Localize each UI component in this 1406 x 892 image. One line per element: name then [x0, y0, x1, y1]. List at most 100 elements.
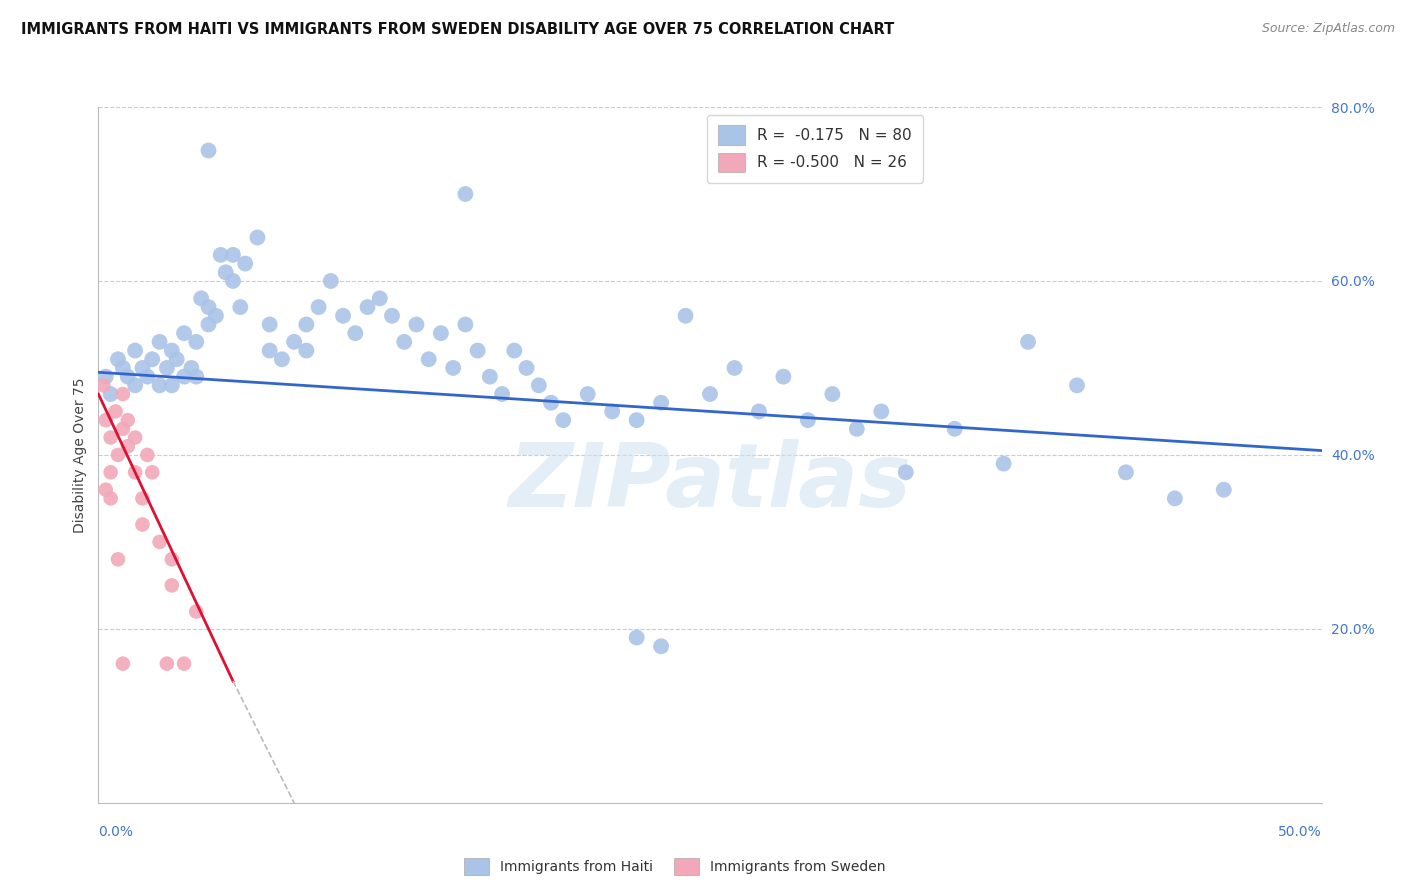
- Point: [205, 309, 228, 323]
- Point: [246, 230, 269, 244]
- Point: [1212, 483, 1234, 497]
- Point: [319, 274, 342, 288]
- Point: [626, 631, 648, 645]
- Legend: R =  -0.175   N = 80, R = -0.500   N = 26: R = -0.175 N = 80, R = -0.500 N = 26: [707, 115, 922, 183]
- Point: [441, 360, 464, 375]
- Point: [186, 605, 208, 619]
- Point: [454, 186, 477, 201]
- Point: [124, 466, 146, 480]
- Point: [870, 404, 893, 418]
- Legend: Immigrants from Haiti, Immigrants from Sweden: Immigrants from Haiti, Immigrants from S…: [458, 853, 891, 880]
- Point: [344, 326, 367, 340]
- Point: [149, 334, 172, 349]
- Point: [197, 318, 219, 332]
- Point: [295, 343, 318, 358]
- Point: [527, 378, 550, 392]
- Point: [160, 343, 183, 358]
- Point: [117, 369, 139, 384]
- Point: [117, 413, 139, 427]
- Point: [295, 318, 318, 332]
- Point: [149, 378, 172, 392]
- Point: [141, 466, 163, 480]
- Point: [209, 248, 232, 262]
- Point: [197, 300, 219, 314]
- Point: [699, 387, 721, 401]
- Point: [100, 430, 122, 444]
- Point: [222, 248, 245, 262]
- Point: [259, 318, 281, 332]
- Point: [107, 552, 129, 566]
- Point: [576, 387, 599, 401]
- Text: IMMIGRANTS FROM HAITI VS IMMIGRANTS FROM SWEDEN DISABILITY AGE OVER 75 CORRELATI: IMMIGRANTS FROM HAITI VS IMMIGRANTS FROM…: [21, 22, 894, 37]
- Point: [136, 369, 159, 384]
- Point: [166, 352, 188, 367]
- Point: [100, 491, 122, 506]
- Point: [131, 360, 153, 375]
- Point: [467, 343, 489, 358]
- Point: [405, 91, 427, 105]
- Point: [405, 318, 427, 332]
- Point: [1164, 491, 1187, 506]
- Point: [186, 334, 208, 349]
- Point: [100, 387, 122, 401]
- Text: ZIPatlas: ZIPatlas: [509, 439, 911, 526]
- Point: [650, 395, 672, 409]
- Point: [100, 466, 122, 480]
- Point: [478, 369, 501, 384]
- Point: [418, 352, 440, 367]
- Point: [180, 360, 202, 375]
- Point: [894, 466, 917, 480]
- Point: [124, 430, 146, 444]
- Point: [156, 657, 179, 671]
- Point: [392, 334, 416, 349]
- Point: [503, 343, 526, 358]
- Point: [160, 378, 183, 392]
- Point: [454, 318, 477, 332]
- Point: [131, 517, 153, 532]
- Point: [1115, 466, 1137, 480]
- Point: [516, 360, 538, 375]
- Point: [117, 439, 139, 453]
- Point: [197, 144, 219, 158]
- Point: [797, 413, 820, 427]
- Text: 50.0%: 50.0%: [1278, 825, 1322, 839]
- Point: [650, 639, 672, 653]
- Point: [214, 265, 236, 279]
- Point: [283, 334, 305, 349]
- Point: [173, 657, 195, 671]
- Point: [540, 395, 562, 409]
- Point: [229, 300, 252, 314]
- Point: [308, 300, 330, 314]
- Point: [772, 369, 794, 384]
- Point: [131, 491, 153, 506]
- Point: [104, 404, 127, 418]
- Point: [845, 422, 868, 436]
- Point: [156, 360, 179, 375]
- Point: [173, 369, 195, 384]
- Point: [993, 457, 1015, 471]
- Point: [626, 413, 648, 427]
- Text: 0.0%: 0.0%: [98, 825, 134, 839]
- Point: [190, 291, 212, 305]
- Point: [111, 657, 134, 671]
- Point: [491, 387, 513, 401]
- Point: [141, 352, 163, 367]
- Y-axis label: Disability Age Over 75: Disability Age Over 75: [73, 377, 87, 533]
- Point: [233, 256, 256, 270]
- Point: [368, 291, 391, 305]
- Point: [160, 578, 183, 592]
- Point: [124, 378, 146, 392]
- Point: [149, 534, 172, 549]
- Point: [111, 422, 134, 436]
- Point: [723, 360, 745, 375]
- Point: [332, 309, 354, 323]
- Text: Source: ZipAtlas.com: Source: ZipAtlas.com: [1261, 22, 1395, 36]
- Point: [675, 309, 697, 323]
- Point: [1066, 378, 1088, 392]
- Point: [107, 448, 129, 462]
- Point: [186, 369, 208, 384]
- Point: [94, 483, 117, 497]
- Point: [160, 552, 183, 566]
- Point: [111, 360, 134, 375]
- Point: [94, 413, 117, 427]
